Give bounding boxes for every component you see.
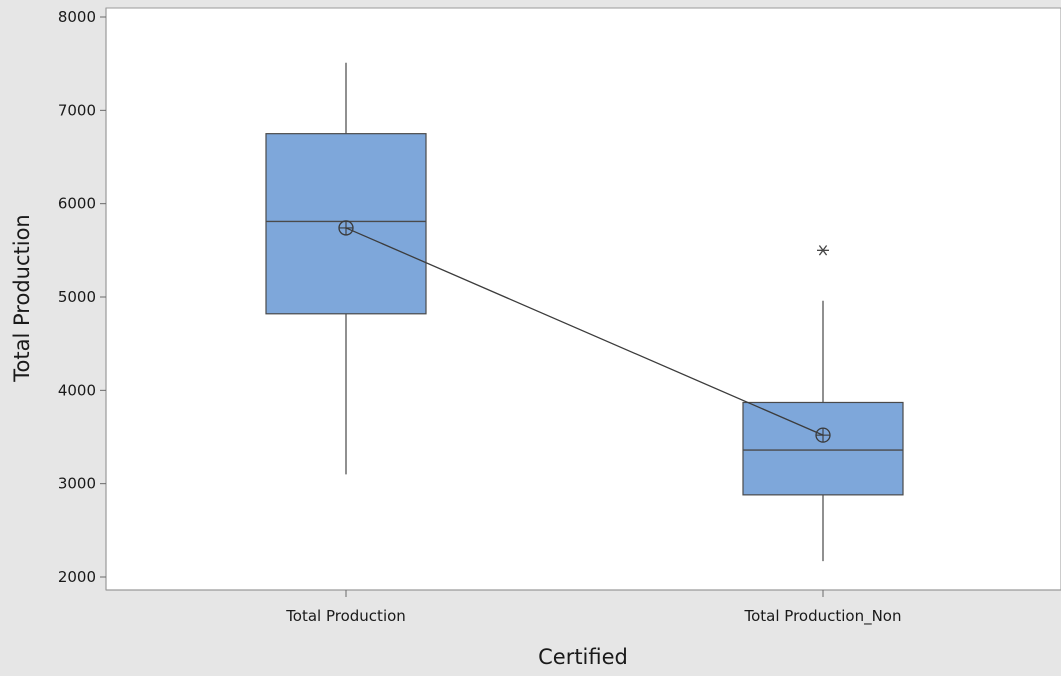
boxes-layer <box>265 62 904 562</box>
x-axis-title: Certified <box>538 645 628 669</box>
box-iqr <box>742 401 904 496</box>
y-axis-title: Total Production <box>10 214 34 382</box>
mean-connect-line <box>345 227 824 436</box>
outlier-point <box>817 245 829 256</box>
y-tick-label: 5000 <box>58 288 96 306</box>
y-tick-label: 8000 <box>58 8 96 26</box>
mean-symbol <box>338 220 354 236</box>
outlier-stroke <box>818 245 828 256</box>
y-tick-label: 6000 <box>58 195 96 213</box>
box-group <box>742 245 904 562</box>
mean-symbol <box>815 427 831 443</box>
y-tick-label: 4000 <box>58 381 96 399</box>
plot-area <box>105 7 1061 591</box>
means-layer <box>338 220 831 443</box>
y-tick-label: 3000 <box>58 475 96 493</box>
x-tick-label: Total Production <box>285 607 406 625</box>
y-tick-label: 7000 <box>58 101 96 119</box>
y-tick-label: 2000 <box>58 568 96 586</box>
y-axis-ticks: 2000 3000 4000 5000 6000 7000 8000 <box>58 8 106 586</box>
x-axis-ticks: Total Production Total Production_Non <box>285 590 902 626</box>
x-tick-label: Total Production_Non <box>743 607 901 626</box>
